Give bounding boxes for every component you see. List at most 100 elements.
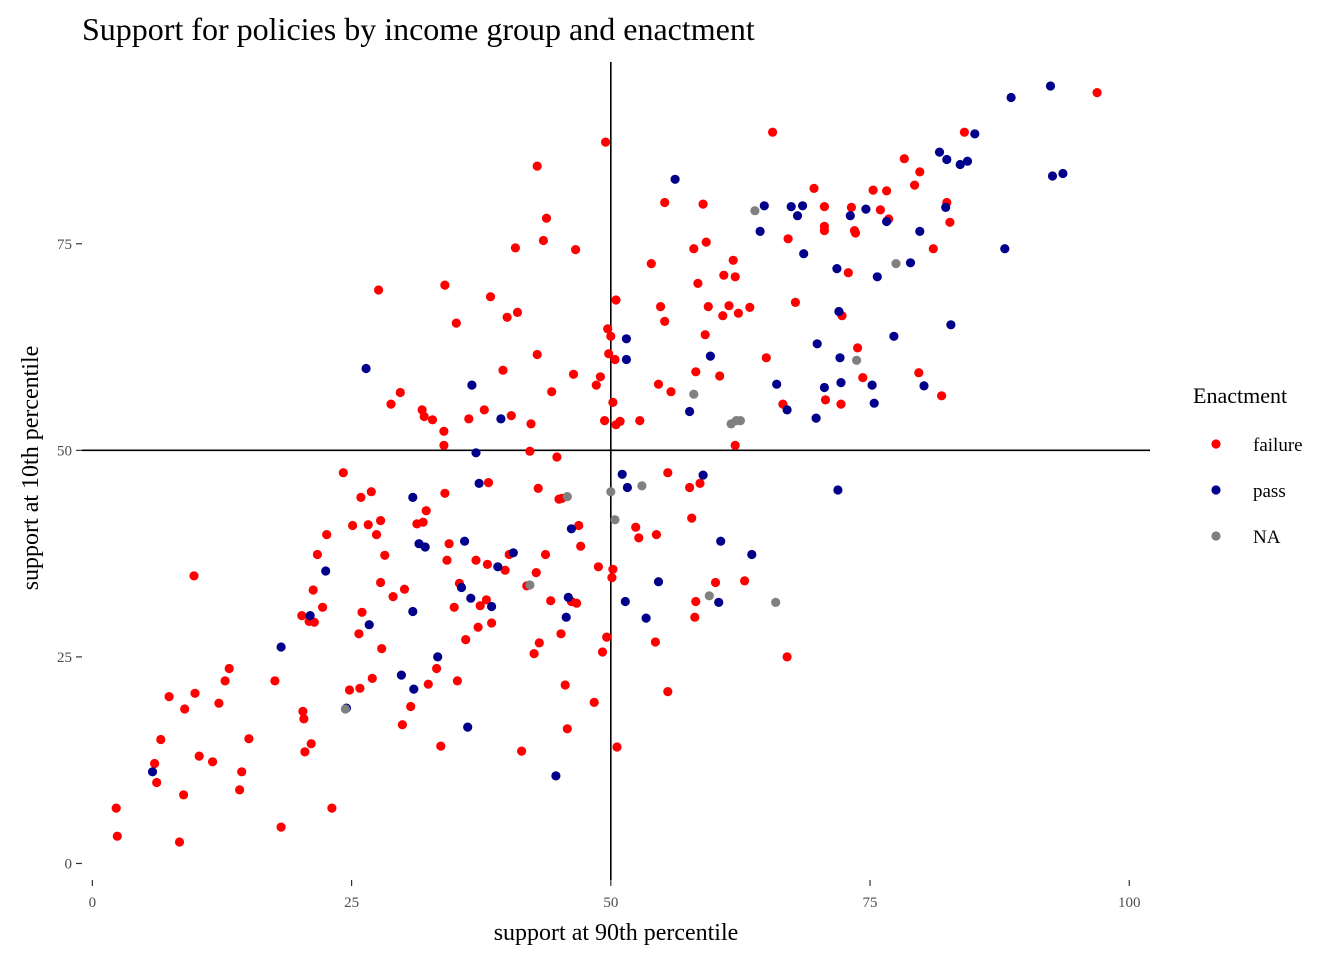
data-point-failure bbox=[452, 676, 462, 686]
data-point-failure bbox=[471, 555, 481, 565]
data-point-failure bbox=[790, 297, 801, 307]
data-point-failure bbox=[440, 488, 450, 498]
data-point-failure bbox=[650, 637, 661, 647]
data-point-failure bbox=[899, 154, 909, 164]
data-point-pass bbox=[1006, 92, 1016, 103]
data-point-failure bbox=[606, 331, 616, 341]
data-point-pass bbox=[872, 272, 882, 282]
data-point-failure bbox=[547, 387, 557, 397]
legend: Enactment failure pass NA bbox=[1193, 383, 1303, 548]
data-point-failure bbox=[634, 533, 644, 543]
data-point-failure bbox=[685, 482, 695, 493]
data-point-failure bbox=[436, 741, 446, 751]
data-point-failure bbox=[483, 478, 494, 488]
data-point-failure bbox=[235, 785, 245, 795]
data-point-pass bbox=[653, 577, 664, 587]
data-point-failure bbox=[164, 692, 174, 702]
data-point-failure bbox=[531, 568, 541, 578]
data-point-pass bbox=[305, 611, 315, 621]
data-point-failure bbox=[344, 685, 355, 695]
data-point-failure bbox=[663, 687, 673, 697]
data-point-pass bbox=[714, 597, 724, 608]
data-point-pass bbox=[889, 331, 899, 341]
data-point-failure bbox=[660, 316, 670, 326]
data-point-pass bbox=[433, 652, 443, 662]
data-point-failure bbox=[635, 416, 645, 426]
data-point-failure bbox=[651, 530, 662, 540]
data-point-pass bbox=[792, 211, 803, 221]
data-point-pass bbox=[919, 381, 929, 391]
data-point-failure bbox=[327, 803, 337, 813]
data-point-failure bbox=[306, 739, 316, 749]
data-point-failure bbox=[512, 307, 523, 317]
data-point-pass bbox=[845, 211, 855, 221]
data-point-failure bbox=[591, 380, 601, 390]
data-point-failure bbox=[843, 268, 853, 278]
data-point-failure bbox=[695, 478, 705, 488]
data-point-failure bbox=[348, 520, 358, 531]
chart-title: Support for policies by income group and… bbox=[82, 11, 755, 47]
data-point-pass bbox=[1058, 168, 1068, 179]
data-point-pass bbox=[496, 414, 506, 424]
data-point-failure bbox=[646, 259, 656, 269]
data-point-pass bbox=[466, 593, 476, 603]
data-point-pass bbox=[409, 684, 419, 694]
data-point-failure bbox=[397, 720, 407, 730]
data-point-failure bbox=[112, 831, 122, 841]
data-point-pass bbox=[755, 226, 765, 236]
data-point-failure bbox=[571, 245, 581, 255]
data-point-pass bbox=[566, 524, 577, 534]
data-point-failure bbox=[208, 757, 218, 767]
data-point-failure bbox=[562, 724, 572, 734]
data-point-failure bbox=[449, 602, 459, 612]
y-axis: 0 25 50 75 bbox=[57, 237, 82, 872]
data-point-failure bbox=[689, 244, 699, 254]
data-point-na bbox=[562, 492, 572, 502]
data-point-failure bbox=[782, 652, 792, 662]
data-point-failure bbox=[461, 635, 471, 645]
data-point-pass bbox=[641, 613, 651, 623]
data-point-failure bbox=[444, 539, 454, 549]
data-point-failure bbox=[597, 647, 608, 657]
data-point-failure bbox=[174, 837, 185, 847]
data-point-failure bbox=[502, 312, 512, 322]
data-point-failure bbox=[510, 243, 520, 253]
data-point-failure bbox=[693, 278, 703, 288]
data-point-failure bbox=[355, 683, 365, 693]
legend-label: NA bbox=[1253, 527, 1281, 548]
legend-label: pass bbox=[1253, 481, 1286, 502]
data-point-failure bbox=[853, 343, 863, 353]
data-point-failure bbox=[600, 416, 610, 426]
data-point-pass bbox=[408, 492, 418, 502]
data-point-failure bbox=[589, 697, 599, 708]
data-point-failure bbox=[439, 426, 449, 436]
data-point-failure bbox=[529, 649, 539, 659]
legend-label: failure bbox=[1253, 435, 1303, 456]
data-point-pass bbox=[819, 382, 830, 393]
data-point-failure bbox=[928, 244, 938, 254]
data-point-failure bbox=[733, 308, 744, 318]
data-point-failure bbox=[910, 180, 920, 190]
data-point-failure bbox=[819, 226, 830, 236]
x-tick-label: 100 bbox=[1118, 895, 1141, 911]
y-tick-label: 0 bbox=[65, 856, 73, 872]
data-point-pass bbox=[833, 485, 843, 495]
data-point-failure bbox=[850, 228, 861, 238]
data-point-pass bbox=[861, 204, 871, 214]
data-point-pass bbox=[1045, 81, 1056, 91]
data-point-failure bbox=[244, 734, 254, 744]
legend-entries: failure pass NA bbox=[1211, 435, 1303, 548]
data-point-pass bbox=[832, 264, 842, 274]
data-point-failure bbox=[156, 734, 166, 745]
data-point-pass bbox=[493, 562, 503, 572]
data-point-failure bbox=[299, 714, 309, 724]
y-tick-label: 50 bbox=[57, 443, 72, 459]
data-point-pass bbox=[621, 334, 632, 344]
data-point-failure bbox=[568, 369, 579, 379]
data-point-pass bbox=[698, 470, 708, 480]
data-point-failure bbox=[322, 530, 332, 540]
data-point-pass bbox=[716, 536, 726, 546]
data-point-failure bbox=[482, 559, 492, 570]
data-point-failure bbox=[730, 440, 740, 450]
data-point-pass bbox=[867, 380, 877, 390]
